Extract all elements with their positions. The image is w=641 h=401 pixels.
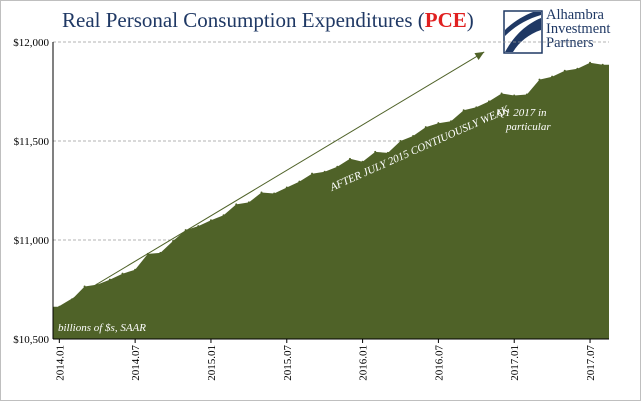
data-point <box>121 272 124 275</box>
data-point <box>298 180 301 183</box>
trend-arrowhead-icon <box>474 51 485 60</box>
data-area <box>53 62 609 340</box>
logo-text: Alhambra Investment Partners <box>546 7 611 51</box>
x-tick-label: 2017.07 <box>585 345 597 381</box>
data-point <box>197 225 200 228</box>
data-point <box>475 106 478 109</box>
chart-title-highlight: PCE <box>424 8 467 32</box>
company-logo: Alhambra Investment Partners <box>503 8 635 58</box>
data-point <box>83 285 86 288</box>
data-point <box>108 278 111 281</box>
x-tick-label: 2016.01 <box>358 345 370 381</box>
data-point <box>513 94 516 97</box>
data-point <box>399 140 402 142</box>
q1-annotation-line-1: Q1 2017 in <box>497 107 547 119</box>
data-point <box>323 170 326 173</box>
data-point <box>576 67 579 70</box>
data-point <box>159 251 162 254</box>
data-point <box>311 172 314 175</box>
data-point <box>424 126 427 129</box>
data-point <box>348 157 351 160</box>
x-tick-label: 2015.07 <box>282 345 294 381</box>
chart-title-main: Real Personal Consumption Expenditures ( <box>62 8 425 32</box>
units-note: billions of $s, SAAR <box>58 322 146 334</box>
data-point <box>361 160 364 163</box>
x-tick-label: 2015.01 <box>206 345 218 381</box>
y-tick-label: $12,000 <box>13 37 49 49</box>
logo-line-3: Partners <box>546 35 594 51</box>
data-point <box>260 191 263 194</box>
y-tick-label: $10,500 <box>13 334 49 346</box>
logo-line-2: Investment <box>546 21 611 37</box>
data-point <box>412 135 415 138</box>
logo-mark-icon <box>503 10 543 54</box>
data-point <box>551 75 554 78</box>
x-tick-label: 2016.07 <box>433 345 445 381</box>
data-point <box>235 203 238 206</box>
data-point <box>487 100 490 103</box>
data-point <box>222 214 225 217</box>
data-point <box>374 150 377 153</box>
data-point <box>273 192 276 195</box>
chart-title: Real Personal Consumption Expenditures (… <box>62 8 474 33</box>
data-point <box>437 122 440 125</box>
data-point <box>209 219 212 222</box>
data-point <box>386 151 389 154</box>
chart-title-close: ) <box>466 8 474 32</box>
data-point <box>247 201 250 204</box>
x-tick-label: 2014.01 <box>54 345 66 381</box>
data-point <box>450 120 453 123</box>
data-point <box>462 109 465 112</box>
y-tick-label: $11,500 <box>14 136 50 148</box>
x-tick-label: 2014.07 <box>130 345 142 381</box>
data-point <box>601 63 604 66</box>
logo-line-1: Alhambra <box>546 7 604 23</box>
y-tick-label: $11,000 <box>14 235 50 247</box>
data-point <box>172 239 175 242</box>
data-point <box>134 268 137 271</box>
data-point <box>589 61 592 64</box>
q1-annotation-line-2: particular <box>505 121 551 133</box>
data-point <box>563 69 566 72</box>
x-tick-label: 2017.01 <box>509 345 521 381</box>
data-point <box>285 186 288 189</box>
data-point <box>538 78 541 81</box>
trend-arrow-line <box>59 51 485 308</box>
data-point <box>525 93 528 96</box>
data-point <box>336 165 339 168</box>
data-point <box>500 92 503 95</box>
